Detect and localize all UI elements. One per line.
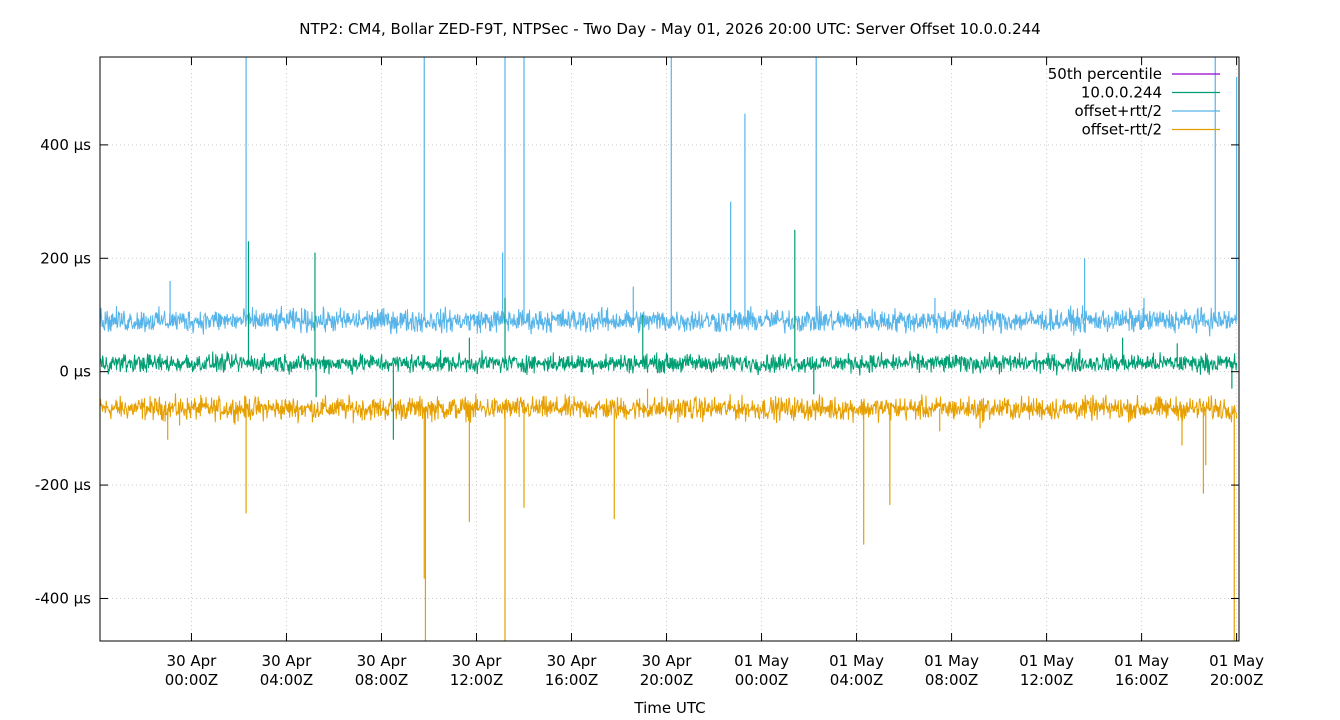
x-tick-label-date: 01 May (734, 652, 789, 670)
x-tick-label-time: 12:00Z (450, 671, 504, 689)
plot-frame (99, 56, 1240, 642)
y-axis: 400 µs 200 µs 0 µs -200 µs -400 µs (35, 136, 1239, 607)
legend: 50th percentile10.0.0.244offset+rtt/2off… (1048, 65, 1220, 139)
x-tick-label-date: 30 Apr (642, 652, 693, 670)
x-tick-label-time: 08:00Z (925, 671, 979, 689)
x-tick-label-date: 01 May (924, 652, 979, 670)
y-tick-label: 200 µs (40, 249, 91, 267)
x-tick-label-date: 01 May (1209, 652, 1264, 670)
x-tick-label-time: 16:00Z (545, 671, 599, 689)
legend-label: offset-rtt/2 (1082, 121, 1162, 139)
x-tick-label-time: 04:00Z (260, 671, 314, 689)
x-tick-label-date: 30 Apr (167, 652, 218, 670)
x-tick-label-date: 30 Apr (262, 652, 313, 670)
legend-label: offset+rtt/2 (1074, 102, 1162, 120)
x-tick-label-date: 30 Apr (547, 652, 598, 670)
chart-title: NTP2: CM4, Bollar ZED-F9T, NTPSec - Two … (299, 20, 1040, 38)
legend-label: 50th percentile (1048, 65, 1162, 83)
x-tick-label-time: 00:00Z (165, 671, 219, 689)
x-tick-label-time: 00:00Z (735, 671, 789, 689)
grid-lines (100, 57, 1239, 641)
x-tick-label-time: 12:00Z (1020, 671, 1074, 689)
x-tick-label-date: 01 May (1114, 652, 1169, 670)
y-tick-label: 400 µs (40, 136, 91, 154)
x-tick-label-date: 01 May (829, 652, 884, 670)
x-tick-label-date: 30 Apr (357, 652, 408, 670)
x-axis-label: Time UTC (633, 699, 705, 717)
x-tick-label-time: 20:00Z (1210, 671, 1264, 689)
series-trace (99, 305, 1238, 337)
series-layer (99, 57, 1238, 641)
y-tick-label: -200 µs (35, 476, 91, 494)
y-tick-label: -400 µs (35, 589, 91, 607)
x-tick-label-time: 16:00Z (1115, 671, 1169, 689)
y-tick-label: 0 µs (59, 363, 91, 381)
x-tick-label-date: 30 Apr (452, 652, 503, 670)
series-offset-rtt-2 (99, 388, 1238, 641)
series-10-0-0-244 (99, 229, 1238, 440)
legend-label: 10.0.0.244 (1081, 84, 1162, 102)
x-tick-label-time: 20:00Z (640, 671, 694, 689)
x-tick-label-time: 08:00Z (355, 671, 409, 689)
x-tick-label-time: 04:00Z (830, 671, 884, 689)
series-trace (99, 393, 1238, 425)
series-offset-rtt-2 (99, 57, 1238, 337)
series-trace (99, 349, 1238, 376)
x-tick-label-date: 01 May (1019, 652, 1074, 670)
